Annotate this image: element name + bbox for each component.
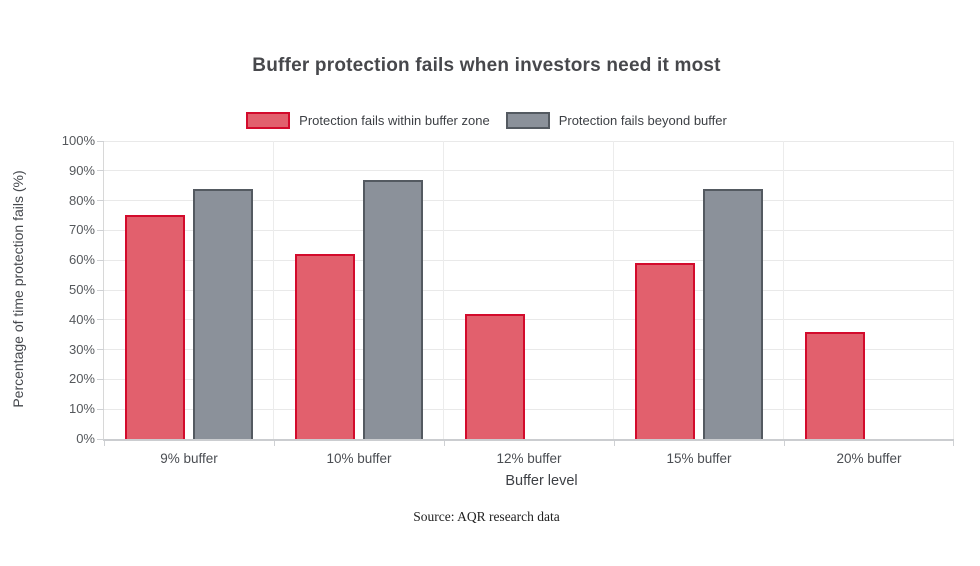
x-tick-mark: [614, 441, 615, 446]
x-axis-title: Buffer level: [505, 473, 578, 489]
x-tick-label: 10% buffer: [326, 451, 392, 466]
y-tick-mark: [97, 289, 104, 291]
y-tick-mark: [97, 170, 104, 172]
y-tick-mark: [97, 438, 104, 440]
x-tick-label: 20% buffer: [836, 451, 902, 466]
gridline: [104, 170, 954, 172]
y-tick-label: 80%: [68, 192, 95, 208]
y-tick-label: 30%: [68, 341, 95, 357]
y-tick-label: 50%: [68, 282, 95, 297]
y-axis-title: Percentage of time protection fails (%): [10, 170, 26, 408]
plot-area: 0% 10% 20% 30% 40% 50% 60% 70% 80% 90% 100% 9% buff…: [62, 133, 954, 466]
y-tick-label: 100%: [61, 133, 95, 148]
bar-within-buffer-9-buffer: [125, 215, 185, 439]
bar-beyond-buffer-9-buffer: [193, 189, 253, 439]
legend-item-beyond-buffer: Protection fails beyond buffer: [505, 112, 727, 129]
category-gridline: [783, 141, 784, 439]
x-tick-label: 15% buffer: [666, 451, 732, 466]
x-tick-label: 12% buffer: [496, 451, 562, 466]
category-gridline: [443, 141, 444, 439]
x-tick-mark: [953, 441, 954, 446]
gridline: [104, 200, 954, 202]
gridline: [104, 289, 954, 291]
y-tick-mark: [97, 378, 104, 380]
y-tick-mark: [97, 319, 104, 321]
bar-beyond-buffer-10-buffer: [363, 180, 423, 439]
category-gridline: [613, 141, 614, 439]
legend-label-beyond-buffer: Protection fails beyond buffer: [558, 113, 727, 128]
x-tick-mark: [104, 441, 105, 446]
category-gridline: [273, 141, 274, 439]
x-tick-label: 9% buffer: [160, 451, 218, 466]
bar-within-buffer-10-buffer: [295, 254, 355, 439]
gridline: [104, 140, 954, 142]
x-tick-mark: [274, 441, 275, 446]
gridline: [104, 319, 954, 321]
y-tick-label: 40%: [68, 311, 95, 327]
bar-within-buffer-20-buffer: [805, 332, 865, 439]
legend-item-within-buffer: Protection fails within buffer zone: [246, 112, 490, 129]
gridline: [104, 349, 954, 351]
gridline: [104, 229, 954, 231]
gridline: [104, 408, 954, 410]
y-tick-mark: [97, 349, 104, 351]
y-tick-label: 0%: [76, 431, 95, 446]
legend-swatch-beyond-buffer-icon: [505, 112, 550, 129]
y-tick-mark: [97, 200, 104, 202]
legend-swatch-within-buffer-icon: [246, 112, 291, 129]
chart-title: Buffer protection fails when investors n…: [252, 55, 721, 76]
gridline: [104, 259, 954, 261]
category-gridline: [953, 141, 954, 439]
gridline: [104, 378, 954, 380]
legend: Protection fails within buffer zone Prot…: [0, 112, 973, 129]
y-tick-label: 20%: [68, 371, 95, 387]
bar-within-buffer-12-buffer: [465, 314, 525, 439]
y-tick-label: 60%: [68, 252, 95, 268]
bar-beyond-buffer-15-buffer: [703, 189, 763, 439]
y-tick-mark: [97, 140, 104, 142]
y-tick-mark: [97, 259, 104, 261]
x-tick-mark: [784, 441, 785, 446]
legend-label-within-buffer: Protection fails within buffer zone: [299, 113, 490, 128]
y-tick-label: 10%: [68, 401, 95, 417]
y-tick-mark: [97, 229, 104, 231]
y-tick-label: 90%: [68, 162, 95, 178]
y-tick-label: 70%: [68, 222, 95, 238]
source-note: Source: AQR research data: [413, 509, 560, 524]
y-tick-mark: [97, 408, 104, 410]
x-tick-mark: [444, 441, 445, 446]
bar-within-buffer-15-buffer: [635, 263, 695, 439]
